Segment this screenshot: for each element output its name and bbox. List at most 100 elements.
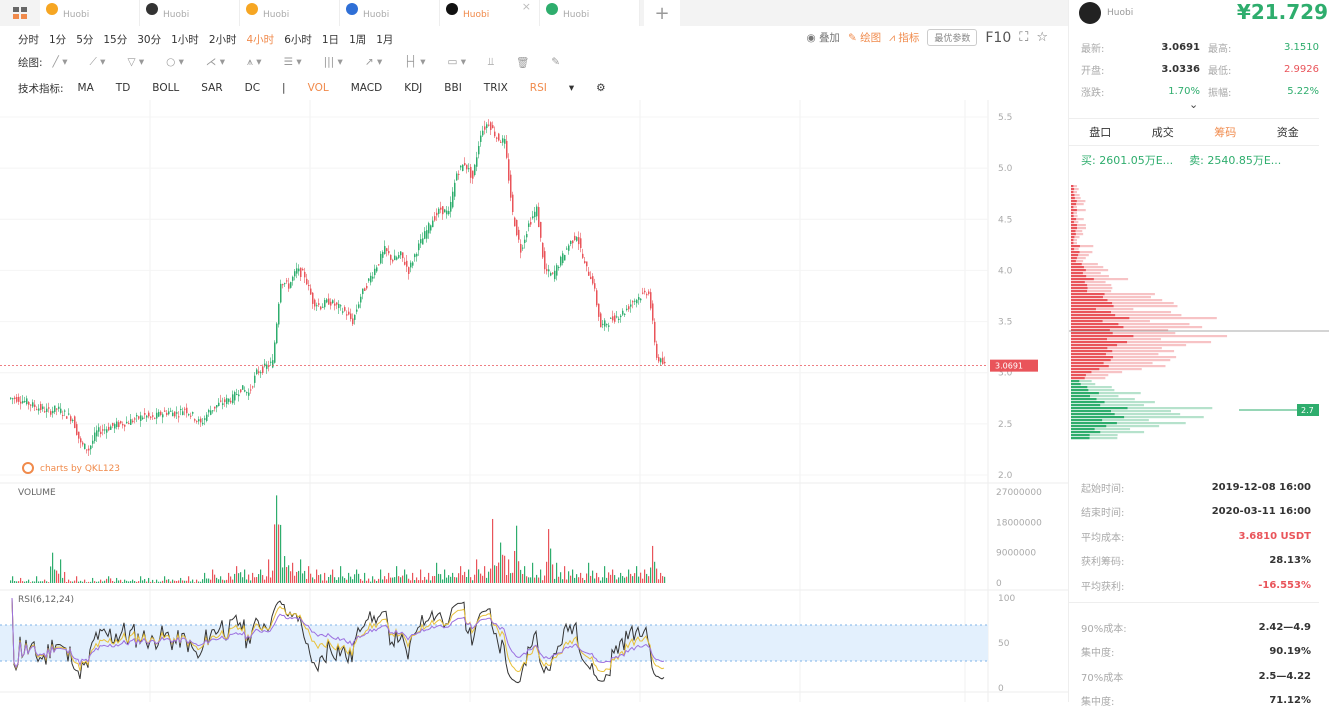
interval-option[interactable]: 30分 — [137, 33, 162, 46]
candle — [372, 271, 374, 282]
volume-bar — [356, 569, 358, 583]
candle — [572, 240, 574, 249]
candle — [84, 443, 86, 450]
volume-bar — [108, 576, 110, 583]
volume-bar — [38, 581, 40, 583]
draw-tool[interactable]: ▽ ▾ — [127, 55, 145, 68]
candle — [256, 368, 258, 376]
candle — [608, 322, 610, 332]
indicator-option[interactable]: RSI — [529, 82, 547, 94]
draw-tool[interactable]: ○ ▾ — [166, 55, 184, 68]
volume-bar — [202, 579, 204, 583]
draw-tool[interactable]: ⫫ — [488, 55, 494, 68]
symbol-tab[interactable]: Huobi — [40, 0, 140, 26]
volume-bar — [534, 577, 536, 583]
indicator-option[interactable]: BBI — [444, 82, 462, 94]
draw-tool[interactable]: ↗ ▾ — [364, 55, 383, 68]
side-tab[interactable]: 盘口 — [1089, 126, 1112, 139]
volume-bar — [22, 581, 24, 583]
interval-option[interactable]: 1月 — [376, 33, 394, 46]
symbol-tab[interactable]: Huobi × — [440, 0, 540, 26]
close-tab-icon[interactable]: × — [521, 0, 531, 13]
candle — [416, 252, 418, 262]
candle — [586, 261, 588, 272]
interval-option[interactable]: 1日 — [321, 33, 340, 46]
indicator-option[interactable]: MACD — [350, 82, 383, 94]
draw-tool[interactable]: ✎ — [551, 55, 561, 68]
indicator-option[interactable]: TRIX — [483, 82, 508, 94]
volume-bar — [540, 569, 542, 583]
indicator-option[interactable]: DC — [244, 82, 261, 94]
draw-tool[interactable]: ├┤ ▾ — [404, 55, 426, 68]
side-tab[interactable]: 成交 — [1151, 126, 1174, 139]
chip-bar — [1071, 299, 1108, 302]
interval-option[interactable]: 4小时 — [246, 33, 275, 46]
draw-tool[interactable]: ⩚ ▾ — [247, 55, 262, 68]
side-tab[interactable]: 筹码 — [1214, 126, 1237, 139]
chip-bar — [1071, 245, 1080, 248]
interval-option[interactable]: 分时 — [18, 33, 39, 46]
candle — [582, 248, 584, 259]
symbol-tab[interactable]: Huobi — [240, 0, 340, 26]
candle — [268, 360, 270, 372]
interval-option[interactable]: 6小时 — [284, 33, 312, 46]
draw-tool[interactable]: ☰ ▾ — [283, 55, 302, 68]
candle — [632, 300, 634, 309]
volume-bar — [286, 567, 288, 583]
interval-option[interactable]: 1小时 — [171, 33, 199, 46]
volume-bar — [160, 581, 162, 583]
chip-bar — [1071, 314, 1182, 317]
buy-total: 买: 2601.05万E... — [1081, 154, 1174, 167]
interval-option[interactable]: 5分 — [76, 33, 94, 46]
indicator-button[interactable]: ⩘ 指标 — [889, 32, 920, 44]
tab-exchange: Huobi — [63, 10, 90, 20]
draw-tool[interactable]: ||| ▾ — [323, 55, 343, 68]
expand-chevron-icon[interactable]: ⌄ — [1189, 98, 1199, 111]
volume-bar — [206, 578, 208, 583]
interval-option[interactable]: 15分 — [103, 33, 128, 46]
draw-button[interactable]: ✎ 绘图 — [847, 32, 882, 44]
indicator-option[interactable]: KDJ — [404, 82, 423, 94]
symbol-tab[interactable]: Huobi — [540, 0, 640, 26]
symbol-tab[interactable]: Huobi — [140, 0, 240, 26]
indicator-option[interactable]: SAR — [201, 82, 223, 94]
add-tab-button[interactable]: + — [644, 0, 680, 26]
price-chart[interactable]: 5.5 5.0 4.5 4.0 3.5 3.0 2.5 2.0 3.0691 charts by … — [0, 100, 1068, 702]
indicator-option[interactable]: TD — [115, 82, 131, 94]
interval-option[interactable]: 1周 — [349, 33, 367, 46]
volume-bar — [98, 581, 100, 583]
apps-grid-icon[interactable] — [0, 0, 40, 26]
interval-option[interactable]: 1分 — [49, 33, 67, 46]
draw-tool[interactable]: ╱ ▾ — [52, 55, 68, 68]
optimize-params-button[interactable]: 最优参数 — [927, 29, 978, 46]
star-icon[interactable]: ☆ — [1036, 30, 1048, 45]
indicator-option[interactable]: ▾ — [568, 82, 575, 94]
f10-button[interactable]: F10 — [985, 29, 1012, 46]
chip-bar — [1071, 344, 1187, 347]
overlay-button[interactable]: ◉ 叠加 — [806, 32, 840, 44]
draw-tool[interactable]: 🗑 — [515, 56, 530, 69]
volume-bar — [480, 573, 482, 583]
candle — [424, 227, 426, 240]
candle — [86, 449, 88, 454]
interval-option[interactable]: 2小时 — [208, 33, 237, 46]
draw-tool[interactable]: ⟋ ▾ — [89, 55, 106, 68]
draw-tool[interactable]: ▭ ▾ — [447, 55, 467, 68]
side-tab[interactable]: 资金 — [1276, 126, 1299, 139]
symbol-tab[interactable]: Huobi — [340, 0, 440, 26]
chip-bar — [1071, 272, 1083, 275]
indicator-option[interactable]: ⚙ — [596, 82, 606, 94]
draw-tool[interactable]: ⋌ ▾ — [205, 55, 226, 68]
chip-bar — [1071, 353, 1159, 356]
price-tick: 5.0 — [998, 164, 1013, 174]
stat-label: 最新: — [1081, 43, 1105, 55]
chip-bar — [1071, 431, 1101, 434]
indicator-option[interactable]: BOLL — [152, 82, 180, 94]
candle — [168, 407, 170, 416]
chip-bar — [1071, 227, 1077, 230]
indicator-option[interactable]: MA — [77, 82, 94, 94]
volume-bar — [300, 559, 302, 583]
indicator-option[interactable]: VOL — [307, 82, 329, 94]
fullscreen-icon[interactable]: ⛶ — [1019, 30, 1029, 45]
chip-bar — [1071, 197, 1081, 200]
